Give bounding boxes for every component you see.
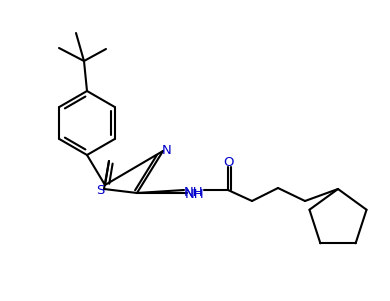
Text: S: S	[96, 185, 104, 197]
Text: NH: NH	[185, 188, 205, 201]
Text: NH: NH	[184, 185, 204, 198]
Text: N: N	[162, 144, 172, 157]
Text: O: O	[224, 156, 234, 169]
